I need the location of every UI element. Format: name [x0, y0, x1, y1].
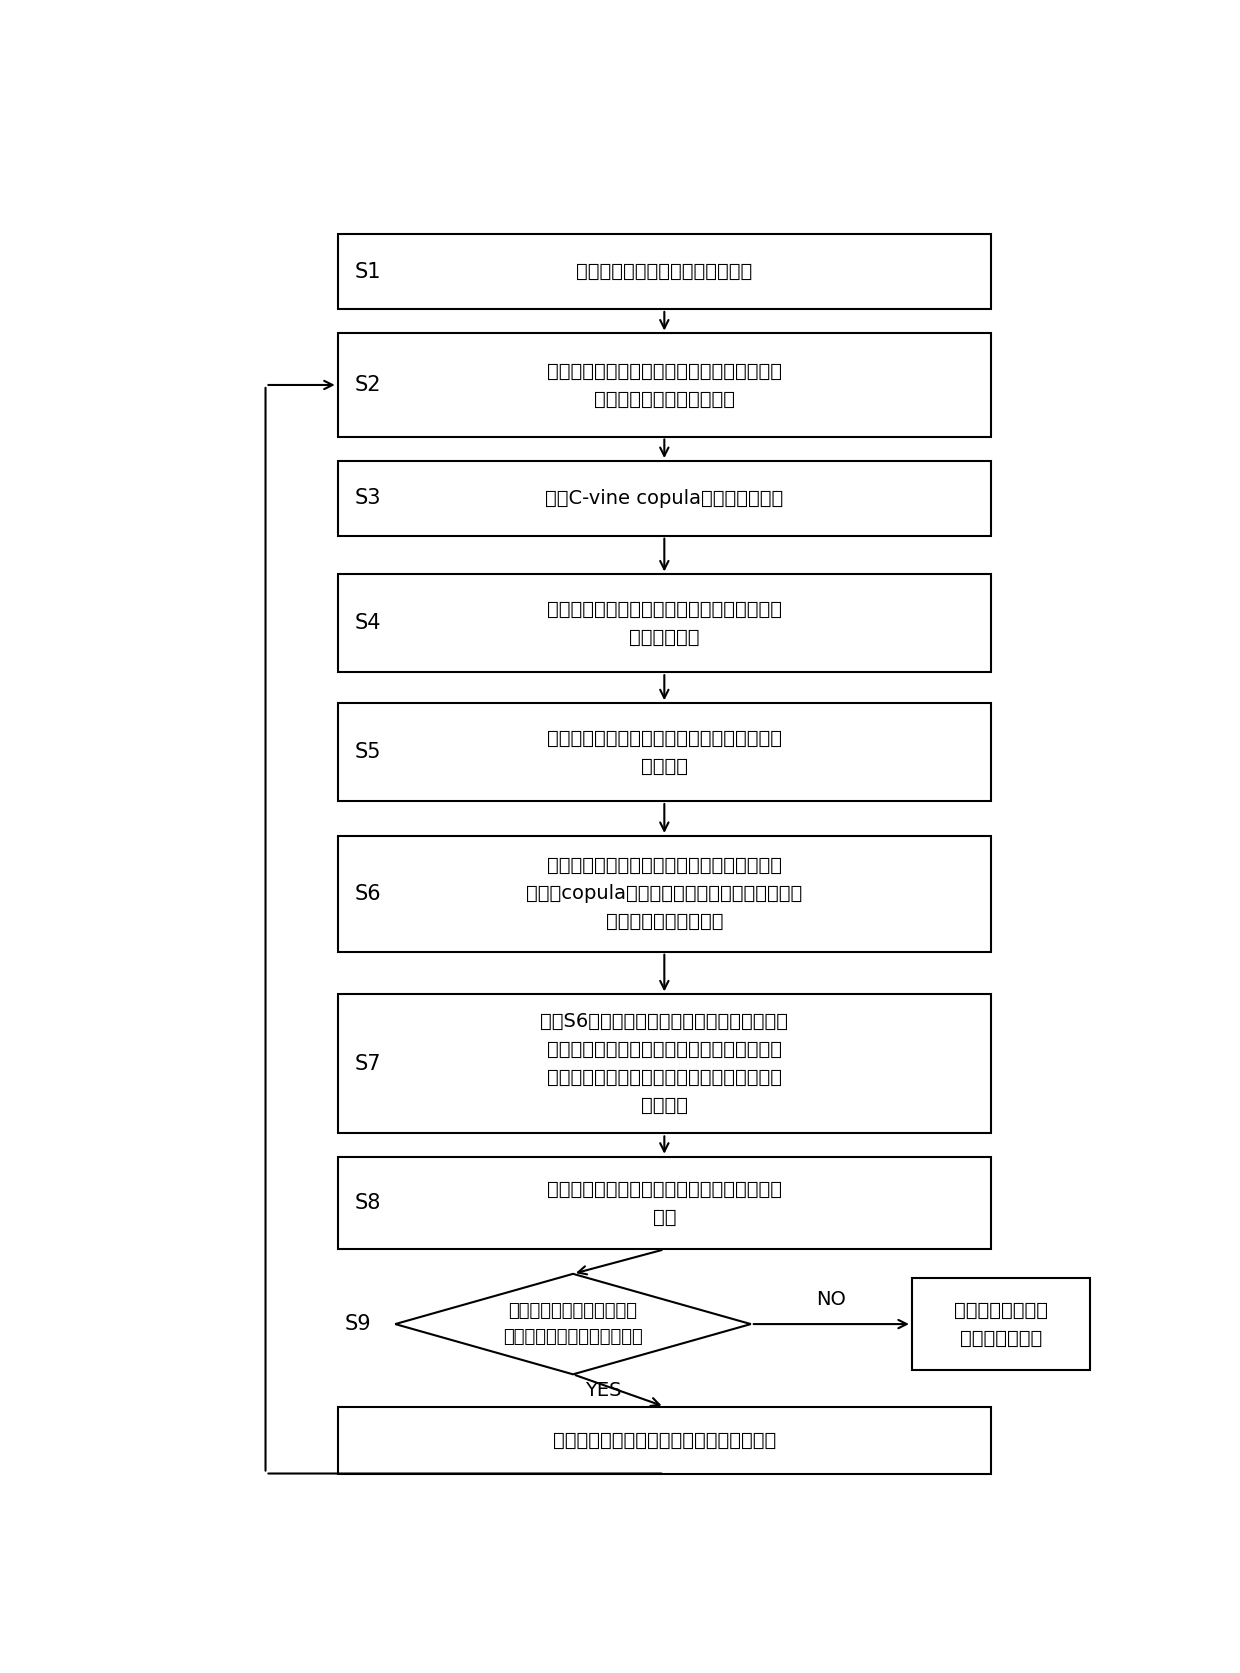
FancyBboxPatch shape: [337, 462, 991, 535]
FancyBboxPatch shape: [337, 703, 991, 801]
Text: S4: S4: [355, 614, 382, 634]
Text: S5: S5: [355, 743, 382, 763]
Polygon shape: [396, 1273, 751, 1374]
Text: 判断预测值的方差是否大于
训练样本目标变量的平均方差: 判断预测值的方差是否大于 训练样本目标变量的平均方差: [503, 1302, 642, 1347]
Text: S2: S2: [355, 375, 382, 395]
Text: 利用C-vine copula进行相关性建模: 利用C-vine copula进行相关性建模: [546, 489, 784, 509]
Text: 输出预测值的数学
期望与置信区间: 输出预测值的数学 期望与置信区间: [954, 1300, 1048, 1347]
FancyBboxPatch shape: [911, 1278, 1090, 1370]
FancyBboxPatch shape: [337, 333, 991, 437]
Text: 为软测量模型挑选合适的辅助变量: 为软测量模型挑选合适的辅助变量: [577, 263, 753, 281]
Text: S1: S1: [355, 261, 382, 281]
Text: 计算经过处理后的待预测样本辅助变量与采样
样本的copula函数值，进而计算出目标变量的所
有可能结果的条件概率: 计算经过处理后的待预测样本辅助变量与采样 样本的copula函数值，进而计算出目…: [526, 857, 802, 932]
Text: S6: S6: [355, 883, 382, 903]
Text: S3: S3: [355, 489, 382, 509]
Text: S7: S7: [355, 1054, 382, 1074]
FancyBboxPatch shape: [337, 574, 991, 673]
FancyBboxPatch shape: [337, 1156, 991, 1250]
Text: 待预测样本辅助变量在线收集、标准化处理及
单调变换计算: 待预测样本辅助变量在线收集、标准化处理及 单调变换计算: [547, 601, 782, 647]
Text: S9: S9: [345, 1313, 371, 1333]
Text: 根据条件概率确定预测值的置信区间，并计算
方差: 根据条件概率确定预测值的置信区间，并计算 方差: [547, 1179, 782, 1226]
Text: 根据训练样本目标变量的分布进行哈密顿蒙特
卡洛采样: 根据训练样本目标变量的分布进行哈密顿蒙特 卡洛采样: [547, 729, 782, 776]
Text: 对训练数据进行标准化和单调变换，并计算训
练数据目标变量的平均方差: 对训练数据进行标准化和单调变换，并计算训 练数据目标变量的平均方差: [547, 361, 782, 408]
Text: 根据S6计算的条件概率，对采样样本进行线性
加权得到待预测样本目标变量标准化的预测值
的数学期望，然后反变换得到最终的预测值的
数学期望: 根据S6计算的条件概率，对采样样本进行线性 加权得到待预测样本目标变量标准化的预…: [541, 1012, 789, 1116]
FancyBboxPatch shape: [337, 994, 991, 1133]
Text: S8: S8: [355, 1193, 381, 1213]
FancyBboxPatch shape: [337, 1407, 991, 1474]
FancyBboxPatch shape: [337, 836, 991, 952]
Text: 激活样本补充策略，将此样本加入训练样本: 激活样本补充策略，将此样本加入训练样本: [553, 1430, 776, 1449]
Text: NO: NO: [816, 1290, 846, 1308]
FancyBboxPatch shape: [337, 234, 991, 310]
Text: YES: YES: [584, 1380, 621, 1400]
